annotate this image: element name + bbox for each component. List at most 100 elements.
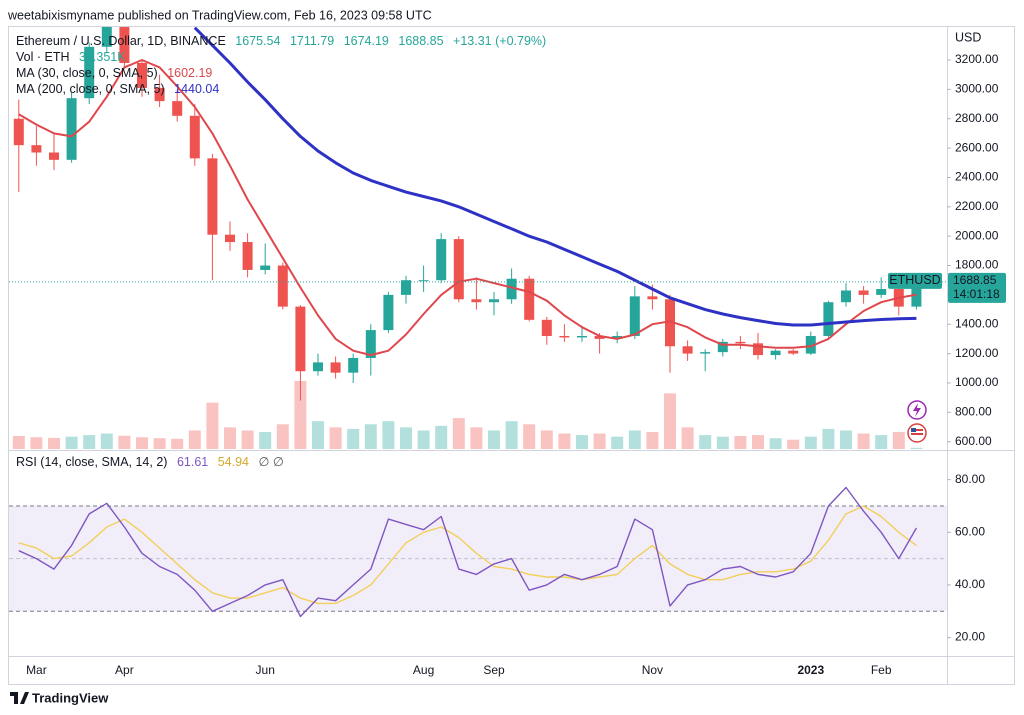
- candle-body: [49, 152, 59, 160]
- volume-bar: [611, 436, 624, 449]
- volume-bar: [892, 432, 905, 449]
- candle-body: [559, 335, 570, 338]
- volume-bar: [276, 424, 289, 449]
- candle-body: [770, 350, 781, 356]
- legend-main: Ethereum / U.S. Dollar, 1D, BINANCE 1675…: [16, 34, 546, 48]
- y-tick-label: 1800.00: [955, 258, 999, 272]
- candle-body: [348, 357, 359, 373]
- candle-body: [436, 239, 447, 281]
- candle-body: [700, 352, 711, 354]
- volume-bar: [875, 435, 888, 449]
- quote-change: +13.31 (+0.79%): [453, 34, 546, 48]
- candle-body: [84, 46, 95, 99]
- volume-bar: [188, 430, 201, 449]
- candle-body: [911, 281, 922, 307]
- x-tick-label: Nov: [642, 663, 663, 677]
- candle-body: [753, 343, 763, 356]
- volume-bar: [435, 425, 448, 449]
- candle-body: [489, 299, 499, 303]
- quote-close: 1688.85: [398, 34, 443, 48]
- volume-bar: [206, 402, 219, 449]
- volume-bar: [312, 421, 324, 449]
- x-tick-label: Jun: [256, 663, 275, 677]
- volume-bar: [628, 430, 641, 449]
- volume-bar: [593, 433, 606, 449]
- legend-volume: Vol · ETH 39.351K: [16, 50, 126, 64]
- y-tick-label: 1400.00: [955, 316, 999, 330]
- candle-body: [577, 335, 587, 338]
- volume-bar: [488, 430, 500, 449]
- publisher: weetabixismyname published on TradingVie…: [7, 8, 432, 22]
- volume-bar: [470, 427, 483, 449]
- price-tag: [948, 272, 1006, 303]
- candle-body: [876, 289, 887, 295]
- candle-body: [524, 278, 535, 320]
- rsi-y-tick-label: 20.00: [955, 630, 985, 644]
- candle-body: [788, 350, 799, 354]
- volume-bar: [65, 436, 78, 449]
- rsi-line: [18, 486, 918, 618]
- quote-high: 1711.79: [290, 34, 334, 48]
- candle-body: [207, 158, 218, 235]
- volume-bar: [505, 421, 518, 449]
- volume-bar: [699, 435, 712, 449]
- x-tick-label: Sep: [483, 663, 505, 677]
- volume-bar: [857, 433, 870, 449]
- volume-bar: [347, 428, 360, 449]
- brand-logo: [10, 692, 29, 704]
- y-tick-label: 2200.00: [955, 199, 999, 213]
- candle-body: [665, 299, 675, 347]
- legend-rsi: RSI (14, close, SMA, 14, 2) 61.61 54.94 …: [16, 455, 284, 469]
- candle-body: [295, 306, 306, 372]
- x-tick-label: Mar: [26, 663, 47, 677]
- volume-bar: [12, 436, 25, 449]
- candle-body: [612, 335, 623, 339]
- volume-bar: [681, 427, 694, 449]
- candle-body: [119, 27, 130, 63]
- candle-body: [189, 115, 200, 159]
- volume-bar: [523, 424, 536, 449]
- axis-unit: USD: [955, 30, 981, 44]
- y-tick-label: 600.00: [955, 434, 992, 448]
- volume-bar: [769, 438, 782, 449]
- symbol-title: Ethereum / U.S. Dollar, 1D, BINANCE: [16, 34, 226, 48]
- volume-bar: [224, 427, 236, 449]
- rsi-ma-value: 54.94: [218, 455, 249, 469]
- x-tick-label: 2023: [797, 663, 824, 677]
- ma200-value: 1440.04: [174, 82, 219, 96]
- volume-bar: [752, 435, 764, 449]
- y-tick-label: 2600.00: [955, 140, 999, 154]
- moving-average: [18, 59, 917, 357]
- volume-bar: [30, 437, 43, 449]
- volume-bar: [259, 432, 272, 449]
- volume-bar: [83, 435, 96, 449]
- x-tick-label: Aug: [413, 663, 434, 677]
- volume-bar: [910, 447, 923, 449]
- x-tick-label: Apr: [115, 663, 134, 677]
- volume-bar: [48, 437, 60, 449]
- volume-bar: [840, 430, 852, 449]
- candle-body: [383, 294, 394, 331]
- candle-body: [31, 145, 42, 153]
- candle-body: [13, 118, 24, 146]
- volume-bar: [664, 393, 676, 449]
- volume-bar: [400, 427, 412, 449]
- rsi-name: RSI (14, close, SMA, 14, 2): [16, 455, 167, 469]
- rsi-pane: [9, 486, 947, 618]
- candle-body: [506, 278, 517, 300]
- y-tick-label: 800.00: [955, 404, 992, 418]
- volume-bar: [576, 435, 588, 449]
- candle-body: [647, 296, 658, 300]
- volume-bar: [734, 436, 747, 449]
- rsi-y-tick-label: 80.00: [955, 472, 985, 486]
- legend-ma30: MA (30, close, 0, SMA, 5) 1602.19: [16, 66, 212, 80]
- rsi-value: 61.61: [177, 455, 208, 469]
- candle-body: [471, 299, 482, 303]
- candle-body: [154, 87, 165, 102]
- volume-bar: [417, 430, 430, 449]
- volume-value: 39.351K: [79, 50, 126, 64]
- brand: TradingView: [32, 690, 109, 705]
- candle-body: [823, 302, 834, 336]
- candle-body: [101, 27, 112, 47]
